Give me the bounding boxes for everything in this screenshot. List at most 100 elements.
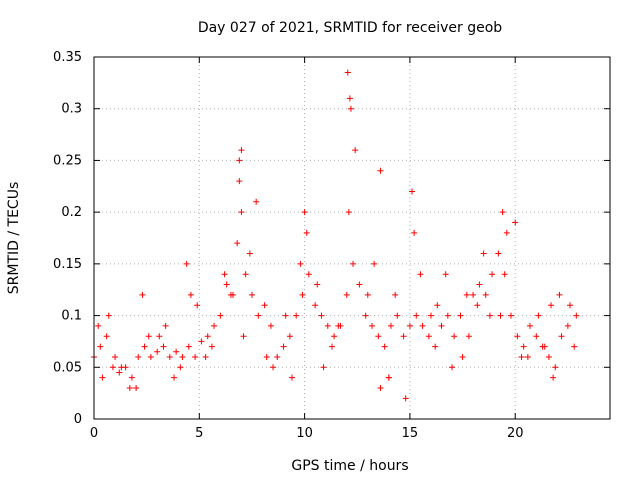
data-point (413, 312, 420, 319)
data-point (400, 333, 407, 340)
data-point (103, 333, 110, 340)
data-point (177, 364, 184, 371)
data-point (526, 322, 533, 329)
data-point (550, 374, 557, 381)
data-point (183, 260, 190, 267)
data-point (425, 333, 432, 340)
data-point (240, 333, 247, 340)
data-point (118, 364, 125, 371)
x-tick-label: 10 (296, 426, 313, 441)
data-point (192, 353, 199, 360)
data-point (301, 209, 308, 216)
data-point (286, 333, 293, 340)
data-point (347, 105, 354, 112)
data-point (187, 291, 194, 298)
data-point (387, 322, 394, 329)
data-point (438, 322, 445, 329)
y-tick-label: 0.2 (61, 205, 82, 220)
x-tick-label: 15 (402, 426, 419, 441)
data-point (171, 374, 178, 381)
data-point (255, 312, 262, 319)
data-point (558, 333, 565, 340)
data-point (238, 209, 245, 216)
data-point (318, 312, 325, 319)
data-point (377, 167, 384, 174)
data-point (194, 302, 201, 309)
data-point (377, 384, 384, 391)
data-point (217, 312, 224, 319)
data-point (482, 291, 489, 298)
data-point (449, 364, 456, 371)
data-point (211, 322, 218, 329)
data-point (141, 343, 148, 350)
data-point (394, 312, 401, 319)
data-point (497, 312, 504, 319)
data-point (145, 333, 152, 340)
data-point (234, 240, 241, 247)
data-point (419, 322, 426, 329)
data-point (204, 333, 211, 340)
chart-title: Day 027 of 2021, SRMTID for receiver geo… (198, 20, 502, 36)
data-point (160, 343, 167, 350)
data-point (444, 312, 451, 319)
data-point (331, 333, 338, 340)
data-point (345, 209, 352, 216)
data-point (344, 69, 351, 76)
data-point (270, 364, 277, 371)
data-point (518, 353, 525, 360)
data-point (552, 364, 559, 371)
y-tick-label: 0 (74, 412, 82, 427)
data-point (139, 291, 146, 298)
data-point (369, 322, 376, 329)
data-point (533, 333, 540, 340)
data-point (236, 178, 243, 185)
data-point (236, 157, 243, 164)
data-point (392, 291, 399, 298)
y-tick-label: 0.35 (53, 50, 82, 65)
grid-lines (94, 57, 610, 419)
data-point (280, 343, 287, 350)
data-point (221, 271, 228, 278)
data-point (126, 384, 133, 391)
x-tick-label: 0 (90, 426, 98, 441)
data-point (512, 219, 519, 226)
y-tick-label: 0.15 (53, 257, 82, 272)
data-point (105, 312, 112, 319)
data-point (520, 343, 527, 350)
data-point (356, 281, 363, 288)
data-point (535, 312, 542, 319)
data-point (432, 343, 439, 350)
data-point (385, 374, 392, 381)
data-point (406, 322, 413, 329)
data-point (223, 281, 230, 288)
data-point (242, 271, 249, 278)
data-point (274, 353, 281, 360)
data-point (133, 384, 140, 391)
data-point (202, 353, 209, 360)
data-point (227, 291, 234, 298)
data-point (508, 312, 515, 319)
data-point (417, 271, 424, 278)
y-axis-label: SRMTID / TECUs (6, 182, 22, 295)
data-point (154, 348, 161, 355)
data-point (335, 322, 342, 329)
data-point (128, 374, 135, 381)
data-point (486, 312, 493, 319)
data-point (514, 333, 521, 340)
data-point (95, 322, 102, 329)
data-point (362, 312, 369, 319)
data-point (442, 271, 449, 278)
data-point (476, 281, 483, 288)
data-point (495, 250, 502, 257)
data-point (346, 95, 353, 102)
data-point (545, 353, 552, 360)
data-point (524, 353, 531, 360)
data-point (324, 322, 331, 329)
data-point (293, 312, 300, 319)
data-point (179, 353, 186, 360)
data-point (350, 260, 357, 267)
y-tick-label: 0.05 (53, 360, 82, 375)
data-point (459, 353, 466, 360)
x-tick-label: 5 (195, 426, 203, 441)
data-point (305, 271, 312, 278)
